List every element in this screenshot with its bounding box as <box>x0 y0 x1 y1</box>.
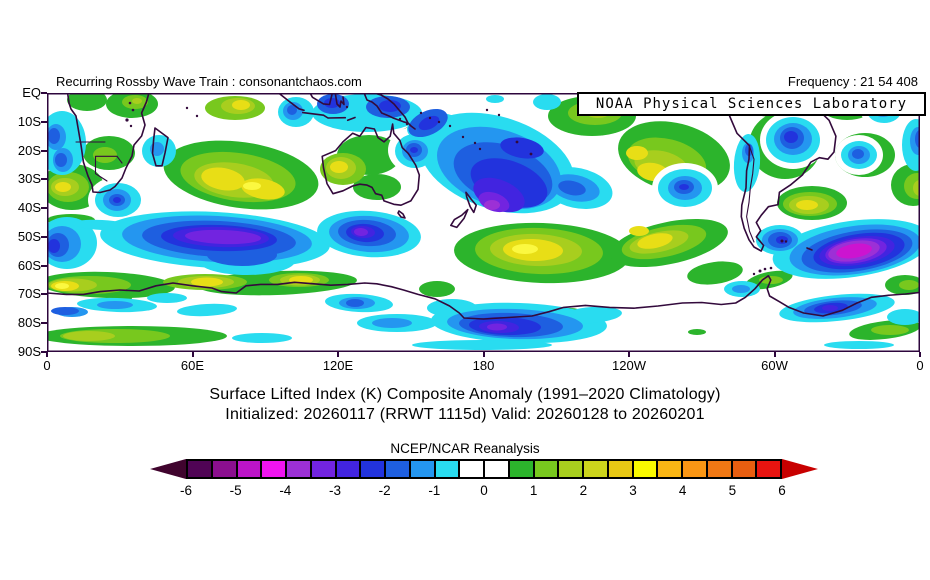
header-right-text: Frequency : 21 54 408 <box>787 74 918 89</box>
colorbar-tick-label: 5 <box>728 483 737 498</box>
y-tick-mark <box>41 351 47 353</box>
colorbar-cell <box>534 461 560 477</box>
colorbar-cell <box>707 461 733 477</box>
y-tick-label: 90S <box>17 344 41 359</box>
colorbar-cell <box>237 461 263 477</box>
map-border <box>47 93 920 352</box>
x-tick-mark <box>191 352 194 357</box>
colorbar-cell <box>311 461 337 477</box>
colorbar-cells <box>186 459 782 479</box>
colorbar-cell <box>287 461 312 477</box>
y-tick-mark <box>41 293 47 296</box>
colorbar-tick-label: -1 <box>428 483 441 498</box>
island-specks <box>125 101 788 276</box>
y-tick-label: 60S <box>17 257 41 273</box>
x-tick-mark <box>46 352 48 357</box>
y-tick-label: 80S <box>17 315 41 331</box>
y-tick-label: 20S <box>17 142 41 158</box>
colorbar-left-arrow <box>150 459 186 479</box>
colorbar-cell <box>757 461 780 477</box>
colorbar-tick-label: -4 <box>279 483 292 498</box>
colorbar-cell <box>361 461 386 477</box>
y-tick-mark <box>41 92 47 94</box>
y-tick-label: 30S <box>17 171 41 187</box>
colorbar-cell <box>559 461 584 477</box>
colorbar-tick-label: 1 <box>529 483 538 498</box>
colorbar-cell <box>584 461 609 477</box>
y-tick-label: 70S <box>17 286 41 302</box>
colorbar-tick-label: -3 <box>328 483 341 498</box>
colorbar-cell <box>410 461 436 477</box>
map-plot <box>47 93 920 352</box>
colorbar-tick-label: 2 <box>579 483 588 498</box>
colorbar <box>150 459 818 479</box>
colorbar-cell <box>608 461 634 477</box>
y-tick-mark <box>41 120 47 123</box>
noaa-psl-box: NOAA Physical Sciences Laboratory <box>577 92 926 116</box>
y-tick-label: 40S <box>17 200 41 216</box>
x-tick-mark <box>482 352 485 357</box>
colorbar-tick-label: -6 <box>179 483 192 498</box>
colorbar-cell <box>386 461 411 477</box>
x-tick-mark <box>773 352 776 357</box>
colorbar-tick-label: 3 <box>629 483 637 498</box>
x-tick-label: 0 <box>43 358 51 373</box>
colorbar-right-arrow <box>782 459 818 479</box>
colorbar-tick-labels: -6 -5 -4 -3 -2 -1 0 1 2 3 4 5 6 <box>180 483 786 499</box>
y-tick-mark <box>41 149 47 152</box>
colorbar-cell <box>732 461 758 477</box>
colorbar-cell <box>509 461 535 477</box>
colorbar-tick-label: -5 <box>229 483 242 498</box>
x-tick-mark <box>628 352 630 357</box>
y-tick-label: EQ <box>22 85 41 100</box>
colorbar-cell <box>633 461 659 477</box>
colorbar-tick-label: -2 <box>378 483 391 498</box>
plot-subtitle: Initialized: 20260117 (RRWT 1115d) Valid… <box>225 406 705 423</box>
colorbar-cell <box>485 461 510 477</box>
header-left-text: Recurring Rossby Wave Train : consonantc… <box>56 74 362 89</box>
y-tick-mark <box>41 322 47 325</box>
noaa-psl-label: NOAA Physical Sciences Laboratory <box>595 96 908 112</box>
colorbar-tick-label: 0 <box>480 483 488 498</box>
x-tick-label: 60E <box>180 358 205 373</box>
colorbar-cell <box>188 461 213 477</box>
colorbar-cell <box>658 461 683 477</box>
negative-anomaly-fields <box>47 94 920 350</box>
y-tick-mark <box>41 178 47 181</box>
positive-anomaly-fields <box>47 93 920 346</box>
colorbar-cell <box>435 461 461 477</box>
y-tick-label: 10S <box>17 113 41 129</box>
x-tick-label: 0 <box>916 358 924 373</box>
x-tick-label: 60W <box>761 358 788 373</box>
x-tick-mark <box>919 352 921 357</box>
y-tick-mark <box>41 207 47 210</box>
y-tick-label: 50S <box>17 228 41 244</box>
x-tick-label: 180 <box>472 358 495 373</box>
y-tick-mark <box>41 235 47 238</box>
x-tick-label: 120E <box>322 358 354 373</box>
colorbar-cell <box>460 461 485 477</box>
plot-title: Surface Lifted Index (K) Composite Anoma… <box>209 386 721 403</box>
colorbar-cell <box>683 461 708 477</box>
colorbar-label: NCEP/NCAR Reanalysis <box>390 441 540 456</box>
colorbar-tick-label: 6 <box>778 483 786 498</box>
y-tick-mark <box>41 264 47 267</box>
x-tick-label: 120W <box>612 358 646 373</box>
colorbar-cell <box>212 461 238 477</box>
coastlines <box>47 93 920 320</box>
colorbar-cell <box>262 461 287 477</box>
colorbar-cell <box>336 461 362 477</box>
colorbar-tick-label: 4 <box>678 483 687 498</box>
x-tick-mark <box>337 352 339 357</box>
